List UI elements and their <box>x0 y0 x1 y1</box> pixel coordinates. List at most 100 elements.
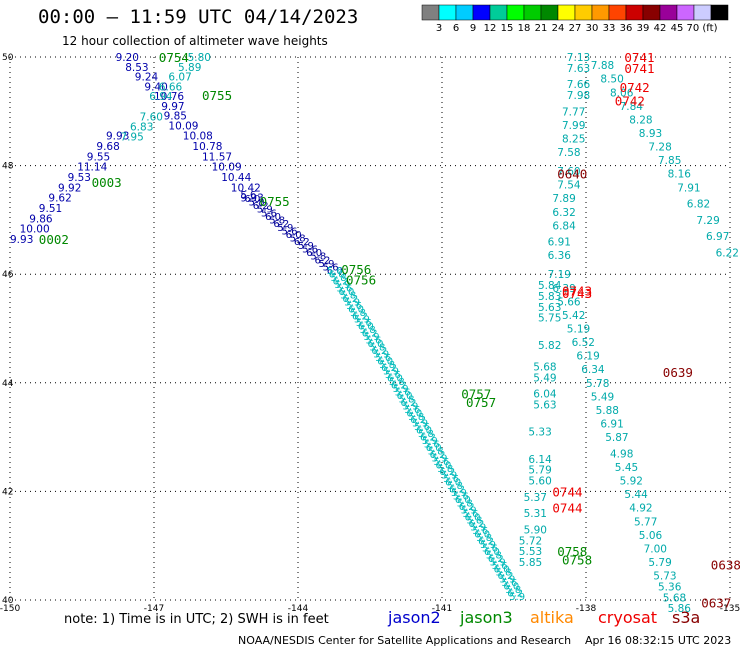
colorbar-swatch <box>523 4 542 21</box>
track-glyph: 6.2 <box>401 398 417 409</box>
swh-value: 5.79 <box>648 557 671 569</box>
swh-value: 7.77 <box>562 106 585 118</box>
colorbar-tick-label: 15 <box>501 23 514 34</box>
legend-altika: altika <box>530 608 574 627</box>
track-glyph: 5.9 <box>470 523 486 534</box>
colorbar-tick-label: 70 (ft) <box>687 23 718 34</box>
swh-value: 10.42 <box>231 182 261 194</box>
pass-time-label: 0758 <box>562 552 592 567</box>
track-glyph: 6.0 <box>445 478 461 489</box>
swh-value: 7.88 <box>591 60 614 72</box>
track-glyph: 5.8 <box>389 377 405 388</box>
track-glyph: 5.9 <box>509 592 525 603</box>
y-tick-label: 46 <box>2 270 14 280</box>
swh-value: 10.44 <box>221 172 251 184</box>
track-glyph: 6.2 <box>371 346 387 357</box>
swh-value: 8.50 <box>600 74 623 86</box>
swh-value: 5.49 <box>533 372 556 384</box>
swh-value: 9.93 <box>106 131 129 143</box>
colorbar-tick-label: 9 <box>470 23 476 34</box>
swh-value: 5.19 <box>567 324 590 336</box>
track-glyph: 6.0 <box>465 512 481 523</box>
swh-value: 5.33 <box>528 427 551 439</box>
swh-value: 5.87 <box>605 432 628 444</box>
track-glyph: 5.6 <box>492 561 508 572</box>
colorbar-swatch <box>557 4 576 21</box>
track-glyph: 6.2 <box>253 201 269 212</box>
swh-value: 5.72 <box>519 535 542 547</box>
y-tick-label: 42 <box>2 487 13 497</box>
swh-value: 8.06 <box>610 87 634 99</box>
swh-value: 6.66 <box>159 81 183 93</box>
track-glyph: 5.9 <box>335 280 351 291</box>
colorbar-swatch <box>710 4 729 21</box>
track-glyph: 5.8 <box>418 429 434 440</box>
track-glyph: 6.0 <box>494 564 510 575</box>
swh-value: 8.28 <box>629 114 652 126</box>
swh-value: 5.36 <box>658 581 682 593</box>
colorbar-swatch <box>659 4 678 21</box>
colorbar-tick-label: 33 <box>603 23 616 34</box>
track-glyph: 5.8 <box>249 197 265 208</box>
swh-value: 7.54 <box>557 180 581 192</box>
swh-value: 6.52 <box>572 337 595 349</box>
track-glyph: 5.6 <box>261 208 277 219</box>
swh-value: 8.16 <box>668 169 692 181</box>
track-glyph: 5.8 <box>486 550 502 561</box>
track-glyph: 5.9 <box>432 453 448 464</box>
track-glyph: 5.6 <box>346 301 362 312</box>
pass-time-label: 0741 <box>624 50 654 65</box>
colorbar-swatch <box>608 4 627 21</box>
track-glyph: 5.9 <box>319 259 335 270</box>
pass-time-label: 0757 <box>466 395 496 410</box>
swh-value: 5.44 <box>624 489 648 501</box>
track-glyph: 6.0 <box>327 266 343 277</box>
pass-time-label: 0756 <box>346 273 376 288</box>
x-tick-label: -141 <box>432 604 452 614</box>
track-glyph: 6.0 <box>377 356 393 367</box>
swh-value: 6.91 <box>600 419 623 431</box>
track-glyph: 5.6 <box>327 266 343 277</box>
swh-value: 7.13 <box>567 52 590 64</box>
swh-value: 5.80 <box>188 52 211 64</box>
swh-value: 7.98 <box>567 90 590 102</box>
pass-time-label: 0637 <box>701 596 731 611</box>
track-glyph: 5.8 <box>496 568 512 579</box>
track-glyph: 5.6 <box>385 370 401 381</box>
track-glyph: 6.2 <box>478 537 494 548</box>
swh-value: 10.78 <box>192 141 222 153</box>
track-glyph: 5.8 <box>269 216 285 227</box>
track-glyph: 5.6 <box>443 474 459 485</box>
pass-time-label: 0743 <box>562 286 592 301</box>
swh-value: 10.09 <box>168 120 198 132</box>
swh-value: 7.60 <box>140 112 163 124</box>
track-glyph: 6.0 <box>484 547 500 558</box>
track-glyph: 6.0 <box>426 443 442 454</box>
footer-note: note: 1) Time is in UTC; 2) SWH is in fe… <box>64 612 329 627</box>
track-glyph: 5.9 <box>422 436 438 447</box>
track-glyph: 5.9 <box>277 223 293 234</box>
swh-value: 9.55 <box>87 151 110 163</box>
track-glyph: 5.6 <box>501 578 517 589</box>
track-glyph: 5.9 <box>364 332 380 343</box>
swh-value: 5.89 <box>178 62 201 74</box>
track-glyph: 5.8 <box>290 234 306 245</box>
swh-value: 9.85 <box>164 111 187 123</box>
swh-value: 9.68 <box>96 141 119 153</box>
track-glyph: 6.0 <box>306 248 322 259</box>
track-glyph: 6.0 <box>387 374 403 385</box>
swh-value: 7.91 <box>677 182 700 194</box>
y-tick-label: 44 <box>2 379 14 389</box>
track-glyph: 5.6 <box>472 526 488 537</box>
track-glyph: 5.8 <box>369 342 385 353</box>
chart-grid <box>9 56 731 601</box>
swh-value: 5.60 <box>528 476 551 488</box>
track-glyph: 5.9 <box>480 540 496 551</box>
chart-subtitle: 12 hour collection of altimeter wave hei… <box>62 34 328 48</box>
swh-value: 6.94 <box>149 91 173 103</box>
swh-value: 7.29 <box>696 215 719 227</box>
track-glyph: 5.6 <box>337 284 353 295</box>
track-glyph: 5.8 <box>408 412 424 423</box>
colorbar-tick-label: 36 <box>620 23 633 34</box>
track-glyph: 5.9 <box>393 384 409 395</box>
